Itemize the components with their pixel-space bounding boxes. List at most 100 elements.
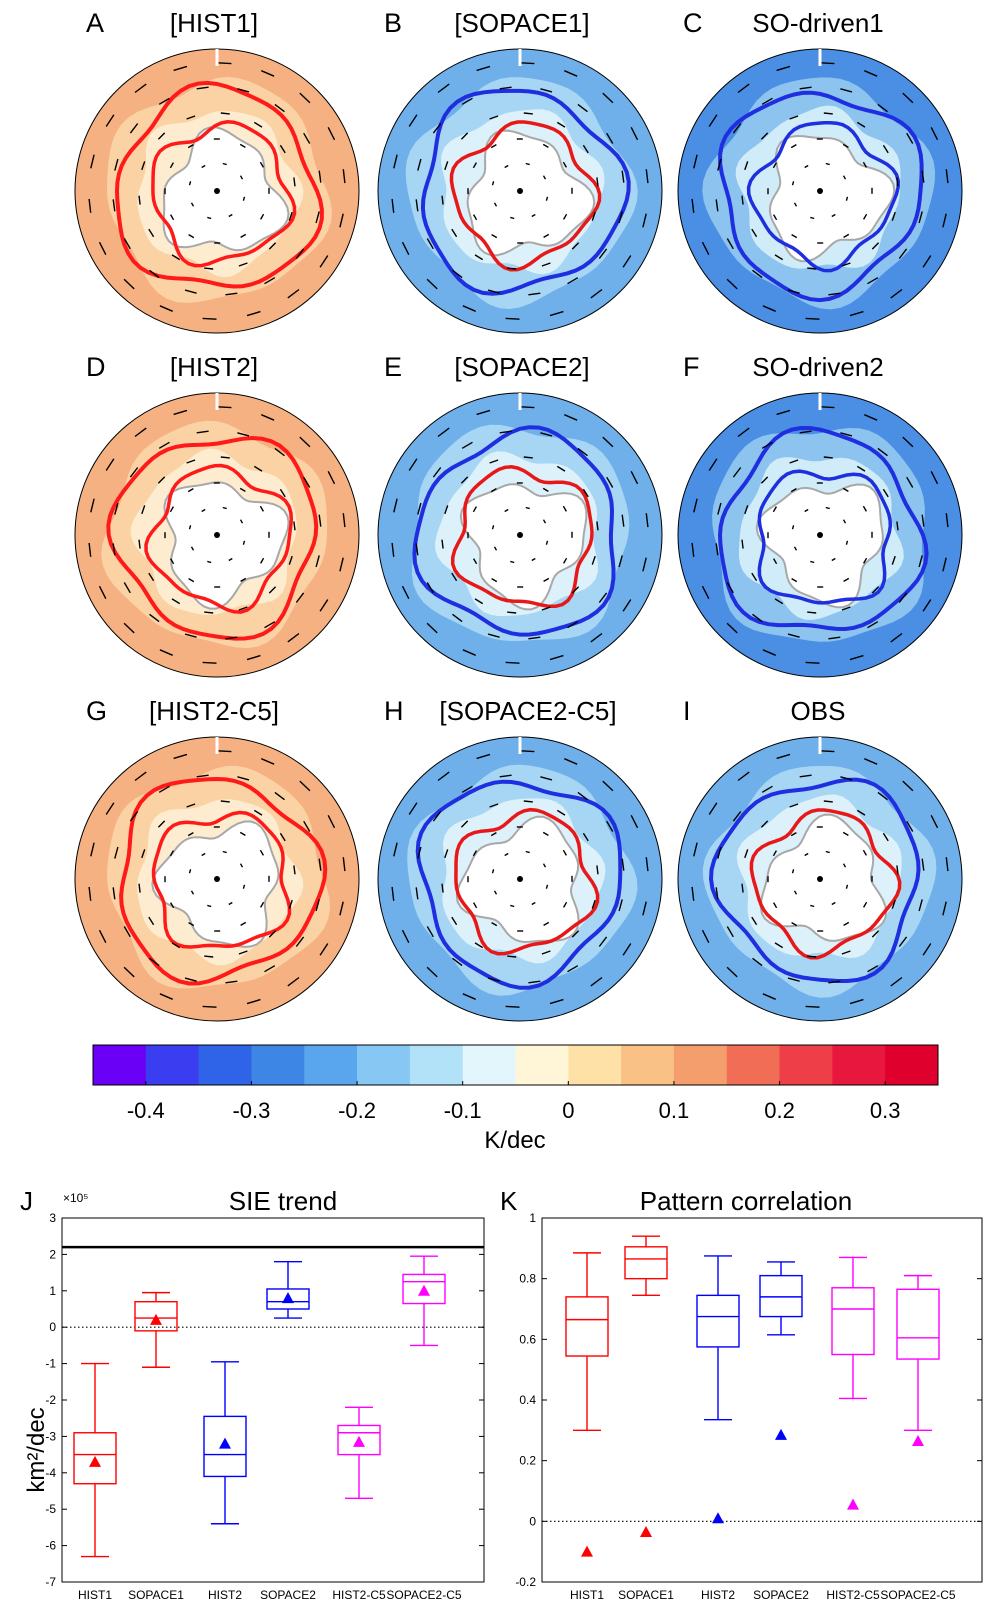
wind-arrow: [169, 162, 175, 169]
panel-letter-c: C: [683, 8, 703, 38]
wind-arrow: [772, 214, 778, 221]
wind-arrow: [90, 498, 95, 513]
wind-arrow: [810, 216, 815, 220]
wind-arrow: [772, 162, 778, 169]
wind-arrow: [105, 802, 115, 815]
wind-arrow: [188, 525, 192, 530]
wind-arrow: [303, 820, 311, 832]
wind-arrow: [415, 543, 419, 556]
wind-arrow: [184, 633, 197, 638]
wind-arrow: [207, 216, 212, 220]
sea-ice-contour: [746, 120, 901, 273]
sea-ice-contour: [749, 808, 902, 960]
wind-arrow: [842, 863, 847, 868]
wind-arrow: [828, 292, 841, 296]
wind-arrow: [315, 211, 320, 224]
wind-arrow: [571, 586, 580, 594]
sea-ice-contour: [119, 776, 328, 986]
wind-arrow: [491, 233, 498, 239]
wind-arrow: [186, 459, 196, 464]
wind-arrow: [391, 542, 395, 557]
wind-arrow: [840, 88, 853, 93]
wind-arrow: [618, 899, 623, 912]
wind-arrow: [542, 519, 547, 524]
wind-arrow: [845, 884, 849, 889]
wind-arrow: [295, 936, 305, 947]
colorbar-tick-label: -0.4: [127, 1098, 165, 1123]
ensemble-mean-marker: [581, 1545, 593, 1557]
wind-arrow: [843, 233, 850, 239]
wind-arrow: [810, 904, 815, 908]
wind-arrow: [520, 62, 535, 65]
wind-arrow: [318, 170, 322, 183]
wind-arrow: [761, 97, 773, 105]
wind-arrow: [787, 977, 800, 982]
wind-arrow: [590, 632, 603, 643]
wind-arrow: [169, 558, 175, 565]
wind-arrow: [288, 555, 293, 565]
wind-arrow: [567, 621, 579, 629]
wind-arrow: [622, 943, 632, 956]
x-tick-label: SOPACE2-C5: [386, 1588, 461, 1602]
antarctica-outline: [151, 820, 280, 948]
colorbar-cell: [93, 1045, 147, 1085]
wind-arrow: [556, 809, 566, 816]
colorbar-cell: [304, 1045, 358, 1085]
wind-arrow: [717, 846, 722, 859]
wind-arrow: [543, 921, 550, 927]
wind-arrow: [602, 92, 614, 104]
wind-arrow: [432, 811, 442, 822]
wind-arrow: [476, 409, 491, 416]
x-tick-label: HIST1: [78, 1588, 112, 1602]
wind-arrow: [134, 771, 147, 782]
wind-arrow: [134, 83, 147, 94]
wind-arrow: [571, 242, 580, 250]
colorbar-ticks: -0.4-0.3-0.2-0.100.10.20.30.4: [127, 1081, 900, 1123]
wind-arrow: [441, 883, 444, 893]
wind-arrow: [691, 886, 695, 901]
wind-arrow: [726, 278, 738, 290]
box-sopace2: [266, 1260, 310, 1319]
wind-arrow: [98, 585, 107, 600]
wind-arrow: [426, 278, 438, 290]
y-tick-label: -5: [45, 1502, 56, 1516]
polar-map-c: [677, 48, 963, 334]
wind-arrow: [890, 288, 903, 299]
wind-arrow: [134, 427, 147, 438]
wind-arrow: [261, 758, 275, 765]
wind-arrow: [751, 916, 758, 926]
wind-arrow: [259, 505, 265, 512]
wind-arrow: [401, 585, 410, 600]
wind-arrow: [841, 606, 851, 611]
y-tick-label: -0.2: [515, 1575, 536, 1589]
colorbar-cell: [673, 1045, 728, 1085]
wind-arrow: [590, 288, 603, 299]
wind-arrow: [805, 1005, 820, 1008]
wind-arrow: [239, 143, 246, 149]
wind-arrow: [856, 809, 866, 816]
wind-vectors: [88, 750, 346, 1008]
sea-ice-contour: [114, 80, 324, 289]
wind-arrow: [717, 158, 722, 171]
wind-vectors: [691, 62, 949, 320]
colorbar-cell: [885, 1045, 939, 1085]
wind-vectors: [88, 62, 346, 320]
wind-vectors: [88, 406, 346, 664]
wind-arrow: [717, 502, 722, 515]
wind-arrow: [299, 780, 311, 792]
wind-arrow: [474, 254, 484, 261]
wind-arrow: [799, 430, 812, 434]
wind-arrow: [461, 785, 473, 793]
wind-arrow: [896, 865, 899, 875]
x-tick-label: SOPACE1: [128, 1588, 184, 1602]
wind-arrow: [504, 508, 509, 513]
wind-arrow: [732, 467, 742, 478]
wind-arrow: [187, 831, 194, 837]
wind-arrow: [452, 613, 463, 623]
wind-arrow: [577, 791, 588, 801]
wind-arrow: [556, 465, 566, 472]
wind-arrow: [577, 103, 588, 113]
wind-arrow: [842, 831, 849, 837]
polar-map-g: [74, 736, 360, 1022]
colorbar-cell: [198, 1045, 252, 1085]
